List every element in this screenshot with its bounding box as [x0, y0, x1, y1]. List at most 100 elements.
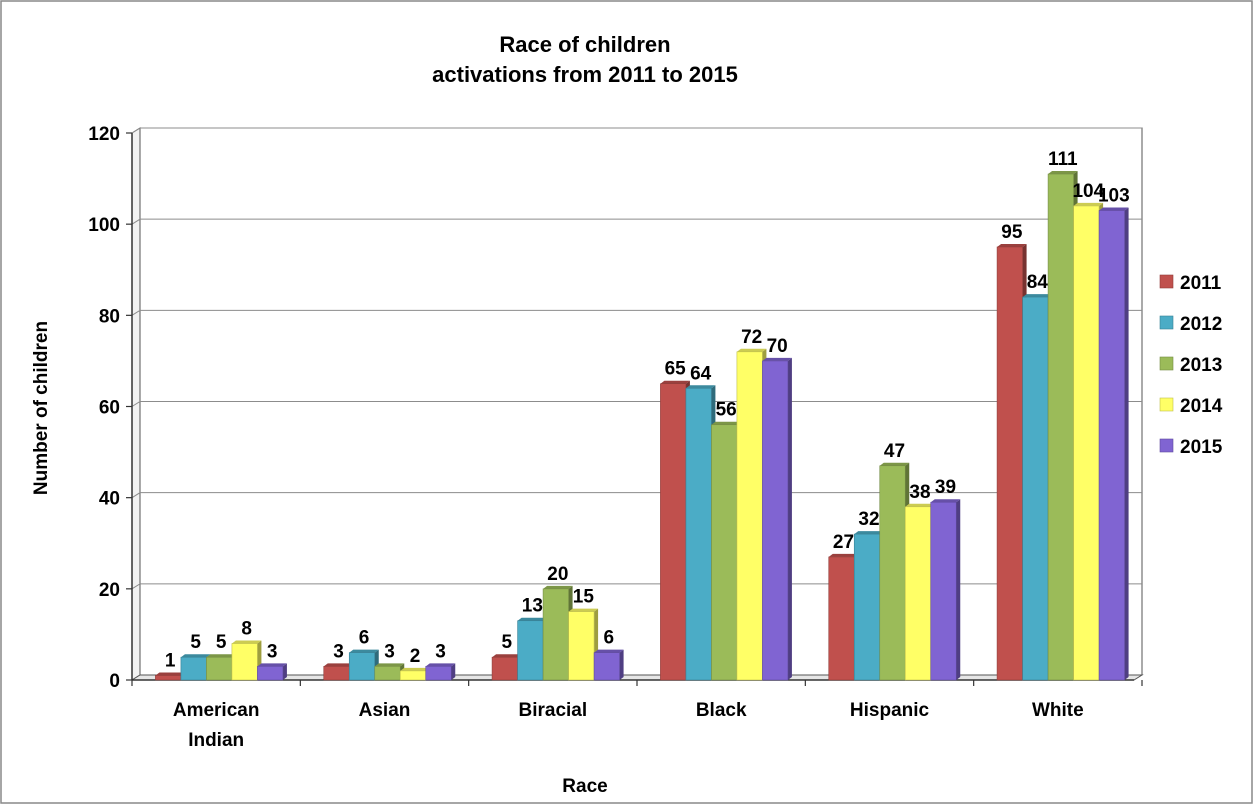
- bar-2014-4: [904, 503, 935, 681]
- x-category-label: American: [173, 700, 260, 721]
- data-label: 95: [1001, 222, 1023, 243]
- x-category-label: Hispanic: [850, 700, 930, 721]
- data-label: 84: [1027, 272, 1049, 293]
- bar-2012-3: [685, 385, 716, 681]
- bar-2011-4: [828, 553, 859, 681]
- data-label: 3: [333, 641, 344, 662]
- bar-2013-3: [711, 421, 741, 681]
- bar-2015-2: [593, 649, 624, 681]
- bar-2013-2: [542, 585, 573, 681]
- data-label: 65: [665, 359, 687, 380]
- data-label: 27: [833, 532, 854, 553]
- data-label: 111: [1048, 149, 1078, 170]
- bar-2012-5: [1022, 294, 1053, 681]
- bar-2014-5: [1073, 202, 1104, 681]
- gridline: [131, 583, 1142, 590]
- data-label: 47: [884, 441, 905, 462]
- bar-2013-5: [1047, 171, 1078, 681]
- gridline: [131, 218, 1142, 225]
- x-category-label: Biracial: [519, 700, 588, 721]
- data-label: 3: [267, 641, 278, 662]
- data-label: 20: [547, 564, 568, 585]
- gridline: [131, 127, 1142, 134]
- legend-item-2014: 2014: [1159, 396, 1223, 417]
- y-tick-label: 20: [99, 580, 120, 601]
- legend-swatch: [1159, 315, 1174, 330]
- data-label: 5: [190, 632, 201, 653]
- data-label: 15: [573, 587, 595, 608]
- bar-2015-4: [930, 499, 961, 681]
- bar-2011-2: [491, 654, 522, 681]
- data-label: 6: [359, 628, 370, 649]
- legend-item-2015: 2015: [1159, 437, 1223, 458]
- bar-2011-0: [155, 672, 185, 681]
- legend-label: 2014: [1180, 396, 1223, 417]
- bar-2012-1: [348, 649, 379, 681]
- data-label: 5: [502, 632, 513, 653]
- x-axis-title: Race: [562, 776, 607, 797]
- data-label: 2: [410, 646, 421, 667]
- x-category-label: White: [1032, 700, 1084, 721]
- legend-item-2013: 2013: [1159, 355, 1222, 376]
- legend-swatch: [1159, 397, 1174, 412]
- y-axis-title: Number of children: [31, 321, 52, 495]
- data-label: 3: [384, 641, 395, 662]
- bar-2015-1: [425, 663, 456, 681]
- bar-2011-5: [996, 243, 1027, 681]
- x-category-label: Black: [696, 700, 747, 721]
- bar-2011-1: [323, 663, 354, 681]
- bar-2014-0: [231, 640, 262, 681]
- data-label: 72: [741, 327, 762, 348]
- gridline: [131, 401, 1142, 407]
- bar-2012-2: [517, 617, 548, 681]
- data-label: 8: [241, 619, 252, 640]
- legend-swatch: [1159, 438, 1174, 453]
- bar-2015-5: [1098, 207, 1129, 681]
- legend: 2011 2012 2013 2014 2015: [1159, 273, 1223, 458]
- legend-item-2011: 2011: [1159, 273, 1222, 294]
- y-tick-label: 80: [99, 306, 120, 327]
- data-label: 39: [935, 477, 956, 498]
- gridline: [131, 492, 1142, 499]
- legend-label: 2015: [1180, 437, 1223, 458]
- bar-2014-1: [399, 667, 430, 681]
- legend-item-2012: 2012: [1159, 314, 1222, 335]
- data-label: 5: [216, 632, 227, 653]
- y-tick-label: 120: [88, 124, 120, 145]
- bar-2013-4: [879, 462, 910, 681]
- bar-2013-0: [206, 654, 236, 681]
- x-category-label: Indian: [188, 730, 244, 751]
- bar-2015-0: [257, 663, 287, 681]
- chart-title-line-1: Race of children: [499, 32, 670, 57]
- bar-2012-4: [853, 531, 884, 681]
- chart-title-line-2: activations from 2011 to 2015: [432, 62, 738, 87]
- y-tick-label: 60: [99, 398, 120, 419]
- data-label: 64: [690, 363, 712, 384]
- bar-2013-1: [374, 663, 405, 681]
- y-tick-label: 40: [99, 489, 120, 510]
- y-tick-label: 100: [88, 215, 120, 236]
- legend-label: 2011: [1180, 273, 1222, 294]
- gridline: [131, 309, 1142, 316]
- data-label: 3: [435, 641, 446, 662]
- bar-2014-2: [568, 608, 599, 681]
- bar-2011-3: [660, 380, 690, 681]
- data-label: 1: [165, 650, 176, 671]
- y-tick-label: 0: [109, 671, 120, 692]
- data-label: 56: [716, 400, 737, 421]
- bar-2012-0: [180, 654, 211, 681]
- legend-swatch: [1159, 356, 1174, 371]
- data-label: 104: [1072, 181, 1104, 202]
- legend-swatch: [1159, 274, 1174, 289]
- data-label: 103: [1098, 185, 1130, 206]
- data-label: 13: [522, 596, 543, 617]
- data-label: 38: [909, 482, 930, 503]
- bar-2014-3: [736, 348, 767, 681]
- bar-2015-3: [762, 357, 792, 681]
- legend-label: 2013: [1180, 355, 1222, 376]
- data-label: 6: [604, 628, 615, 649]
- x-category-label: Asian: [359, 700, 411, 721]
- data-label: 32: [858, 509, 879, 530]
